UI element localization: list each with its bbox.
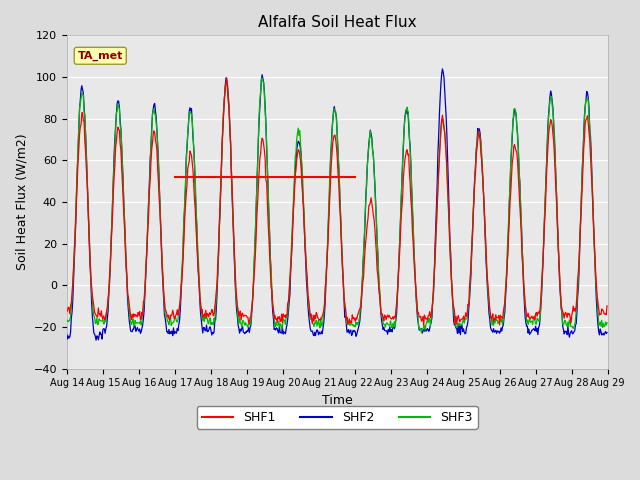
- SHF3: [128, 320, 136, 325]
- SHF2: [92, 337, 100, 343]
- SHF3: [63, 319, 70, 324]
- Legend: SHF1, SHF2, SHF3: SHF1, SHF2, SHF3: [197, 406, 477, 429]
- SHF2: [73, 191, 81, 196]
- SHF1: [183, 181, 191, 187]
- SHF1: [73, 195, 81, 201]
- SHF1: [63, 309, 70, 315]
- SHF2: [403, 111, 411, 117]
- SHF3: [73, 185, 81, 191]
- SHF1: [603, 303, 611, 309]
- Line: SHF3: SHF3: [67, 78, 607, 333]
- SHF1: [403, 147, 411, 153]
- SHF2: [129, 326, 137, 332]
- SHF3: [603, 320, 611, 325]
- SHF2: [438, 66, 446, 72]
- Y-axis label: Soil Heat Flux (W/m2): Soil Heat Flux (W/m2): [15, 133, 28, 270]
- SHF2: [419, 328, 427, 334]
- SHF1: [420, 323, 428, 328]
- Line: SHF1: SHF1: [67, 78, 607, 325]
- SHF2: [184, 132, 191, 138]
- SHF2: [63, 331, 70, 337]
- Title: Alfalfa Soil Heat Flux: Alfalfa Soil Heat Flux: [258, 15, 417, 30]
- SHF3: [417, 330, 425, 336]
- SHF3: [212, 305, 220, 311]
- SHF3: [403, 104, 411, 110]
- SHF1: [223, 75, 230, 81]
- SHF2: [603, 330, 611, 336]
- SHF3: [259, 75, 266, 81]
- X-axis label: Time: Time: [322, 394, 353, 407]
- SHF1: [212, 298, 220, 304]
- SHF1: [419, 314, 427, 320]
- SHF3: [420, 324, 428, 330]
- Line: SHF2: SHF2: [67, 69, 607, 340]
- SHF3: [183, 144, 191, 150]
- SHF2: [212, 306, 220, 312]
- SHF1: [128, 312, 136, 317]
- Text: TA_met: TA_met: [77, 51, 123, 61]
